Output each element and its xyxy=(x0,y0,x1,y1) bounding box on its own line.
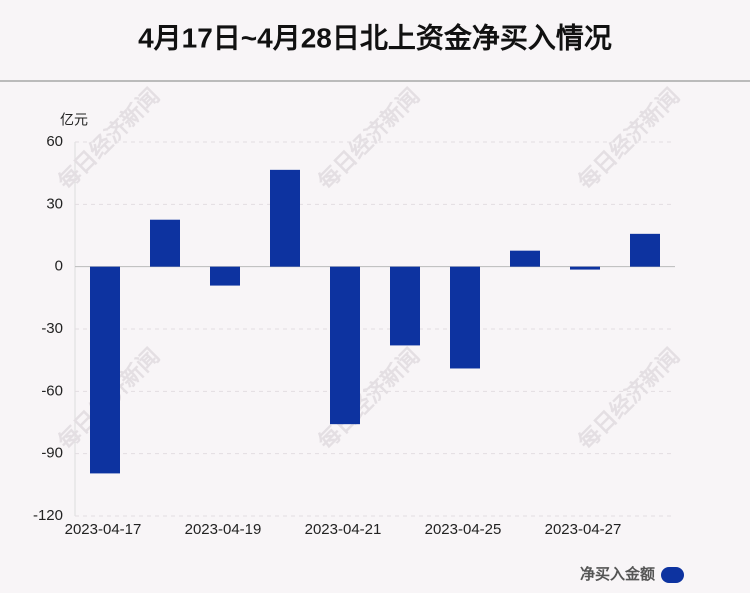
bar xyxy=(510,250,540,267)
bar xyxy=(210,266,240,286)
x-tick-label: 2023-04-19 xyxy=(185,521,262,538)
y-tick-label: -60 xyxy=(41,382,63,399)
watermark: 每日经济新闻 xyxy=(573,83,684,194)
y-tick-label: 60 xyxy=(46,133,63,150)
x-tick-label: 2023-04-17 xyxy=(65,521,142,538)
y-tick-label: 30 xyxy=(46,195,63,212)
legend-swatch xyxy=(661,567,684,583)
bar xyxy=(270,169,300,267)
bar xyxy=(330,266,360,425)
y-tick-label: -120 xyxy=(33,507,63,524)
x-tick-label: 2023-04-25 xyxy=(425,521,502,538)
x-tick-label: 2023-04-27 xyxy=(545,521,622,538)
legend-label: 净买入金额 xyxy=(580,565,655,583)
bar xyxy=(570,266,600,270)
bar xyxy=(90,266,120,474)
x-tick-label: 2023-04-21 xyxy=(305,521,382,538)
watermark: 每日经济新闻 xyxy=(573,343,684,454)
y-tick-label: -30 xyxy=(41,320,63,337)
watermark: 每日经济新闻 xyxy=(313,343,424,454)
y-tick-label: 0 xyxy=(55,258,63,275)
y-axis-label: 亿元 xyxy=(60,112,88,128)
y-tick-label: -90 xyxy=(41,445,63,462)
chart-title: 4月17日~4月28日北上资金净买入情况 xyxy=(138,21,612,53)
bar xyxy=(630,233,660,267)
watermark: 每日经济新闻 xyxy=(313,83,424,194)
bar xyxy=(390,266,420,346)
watermark: 每日经济新闻 xyxy=(53,83,164,194)
bar xyxy=(450,266,480,369)
bar xyxy=(150,219,180,267)
